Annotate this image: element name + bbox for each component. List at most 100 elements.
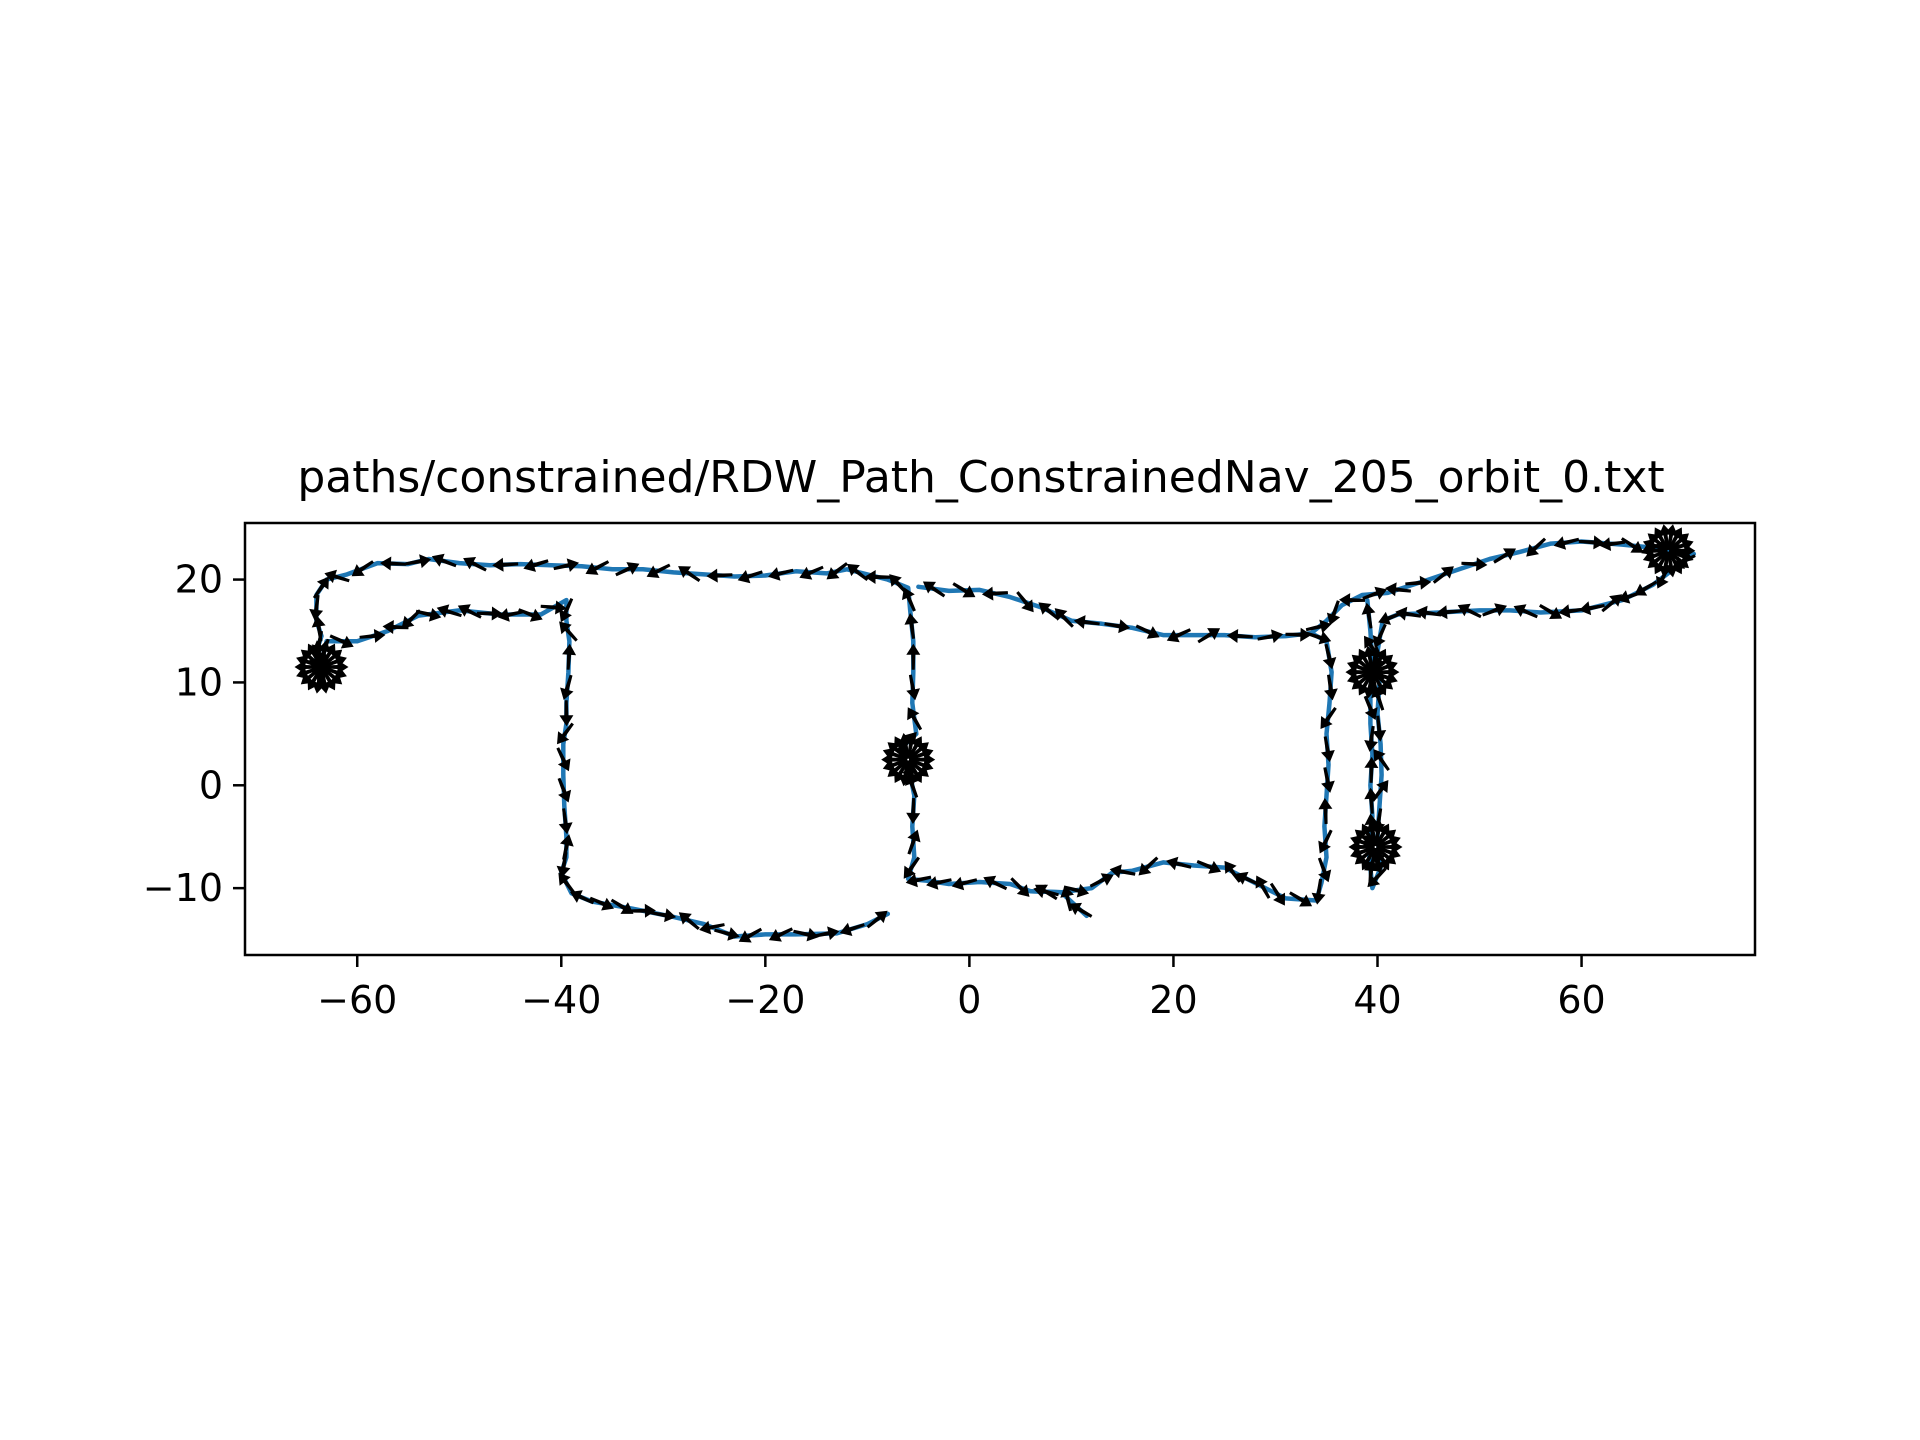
heading-arrow-258 bbox=[1664, 524, 1678, 550]
heading-arrow-50 bbox=[359, 629, 386, 643]
heading-arrow-74 bbox=[610, 898, 634, 914]
x-tick-label: 40 bbox=[1353, 978, 1401, 1022]
heading-arrow-79 bbox=[714, 927, 740, 941]
heading-arrow-85 bbox=[866, 910, 888, 929]
heading-arrow-259 bbox=[1667, 527, 1683, 551]
heading-arrow-165 bbox=[1364, 787, 1379, 814]
heading-arrow-57 bbox=[497, 608, 524, 622]
heading-arrow-22 bbox=[846, 563, 869, 581]
y-tick-label: 0 bbox=[199, 763, 223, 807]
heading-arrow-127 bbox=[1405, 575, 1432, 590]
heading-arrow-218 bbox=[1347, 660, 1372, 674]
y-axis: −10 0 10 20 bbox=[143, 558, 245, 910]
heading-arrow-53 bbox=[415, 608, 442, 622]
heading-arrow-33 bbox=[523, 558, 549, 572]
heading-arrow-214 bbox=[1358, 672, 1374, 696]
heading-arrow-148 bbox=[1457, 603, 1482, 619]
heading-arrow-192 bbox=[908, 759, 929, 777]
heading-arrow-124 bbox=[1339, 593, 1365, 608]
heading-arrow-111 bbox=[1269, 882, 1285, 906]
heading-arrow-0 bbox=[1069, 902, 1093, 918]
heading-arrow-35 bbox=[463, 557, 487, 572]
heading-arrow-110 bbox=[1289, 891, 1313, 907]
heading-arrow-197 bbox=[887, 759, 909, 777]
heading-arrow-18 bbox=[904, 613, 919, 639]
heading-arrow-210 bbox=[1372, 671, 1394, 690]
heading-arrow-58 bbox=[518, 608, 543, 622]
heading-arrow-89 bbox=[1016, 591, 1034, 613]
y-tick-label: 10 bbox=[175, 660, 223, 704]
heading-arrow-187 bbox=[320, 643, 336, 667]
heading-arrow-132 bbox=[1553, 536, 1580, 550]
heading-arrow-75 bbox=[629, 903, 656, 918]
heading-arrow-60 bbox=[559, 598, 574, 623]
heading-arrow-166 bbox=[1364, 756, 1379, 783]
heading-arrow-39 bbox=[351, 560, 374, 577]
heading-arrow-134 bbox=[1599, 537, 1626, 551]
heading-arrow-15 bbox=[907, 707, 923, 731]
heading-arrow-120 bbox=[1063, 883, 1090, 898]
heading-arrow-261 bbox=[1668, 538, 1694, 552]
heading-arrow-204 bbox=[904, 733, 918, 759]
heading-arrow-118 bbox=[1109, 864, 1136, 879]
heading-arrow-56 bbox=[476, 606, 503, 621]
heading-arrow-151 bbox=[1395, 606, 1422, 621]
heading-arrow-54 bbox=[436, 604, 462, 618]
heading-arrow-191 bbox=[908, 758, 934, 772]
heading-arrow-106 bbox=[1318, 798, 1333, 825]
heading-arrow-64 bbox=[559, 700, 574, 727]
heading-arrow-81 bbox=[768, 927, 793, 942]
heading-arrow-76 bbox=[650, 908, 677, 923]
heading-arrow-6 bbox=[926, 876, 952, 890]
heading-arrow-55 bbox=[457, 604, 482, 619]
heading-arrow-189 bbox=[321, 654, 347, 669]
x-tick-label: 20 bbox=[1149, 978, 1197, 1022]
heading-arrow-153 bbox=[1372, 623, 1387, 648]
heading-arrow-98 bbox=[1257, 629, 1284, 644]
heading-arrow-209 bbox=[1372, 671, 1398, 685]
heading-arrow-97 bbox=[1226, 629, 1253, 643]
x-tick-label: −40 bbox=[521, 978, 601, 1022]
heading-arrow-112 bbox=[1255, 875, 1271, 899]
heading-arrow-40 bbox=[324, 569, 350, 584]
heading-arrow-242 bbox=[1375, 829, 1397, 848]
heading-arrow-223 bbox=[1371, 648, 1387, 672]
heading-arrow-232 bbox=[1361, 847, 1377, 871]
plot-area bbox=[294, 524, 1697, 943]
heading-arrow-94 bbox=[1135, 624, 1160, 639]
heading-arrow-207 bbox=[908, 747, 934, 761]
heading-arrow-5 bbox=[951, 876, 978, 891]
heading-arrow-146 bbox=[1513, 604, 1538, 619]
heading-arrow-78 bbox=[699, 920, 725, 935]
heading-arrow-250 bbox=[1654, 550, 1670, 575]
chart-title: paths/constrained/RDW_Path_ConstrainedNa… bbox=[297, 452, 1664, 503]
heading-arrow-26 bbox=[737, 570, 763, 584]
heading-arrow-31 bbox=[585, 560, 610, 575]
heading-arrow-233 bbox=[1354, 846, 1376, 865]
heading-arrow-121 bbox=[1035, 884, 1058, 901]
heading-arrow-70 bbox=[556, 851, 571, 878]
heading-arrow-143 bbox=[1579, 601, 1605, 616]
heading-arrow-123 bbox=[1326, 600, 1341, 626]
heading-arrow-90 bbox=[1038, 602, 1060, 621]
heading-arrow-4 bbox=[983, 875, 1008, 891]
heading-arrow-161 bbox=[1367, 867, 1387, 888]
heading-arrow-84 bbox=[839, 922, 865, 936]
heading-arrow-152 bbox=[1378, 611, 1403, 625]
heading-arrow-29 bbox=[646, 563, 671, 578]
heading-arrow-130 bbox=[1493, 548, 1516, 564]
heading-arrow-71 bbox=[558, 872, 576, 895]
heading-arrow-101 bbox=[1322, 643, 1337, 670]
heading-arrow-125 bbox=[1362, 586, 1388, 600]
y-tick-label: 20 bbox=[175, 558, 223, 602]
heading-arrow-63 bbox=[560, 674, 574, 700]
heading-arrow-23 bbox=[826, 562, 848, 580]
heading-arrow-116 bbox=[1166, 856, 1192, 871]
heading-arrow-21 bbox=[864, 570, 891, 584]
heading-arrow-225 bbox=[1372, 660, 1398, 674]
heading-arrow-174 bbox=[321, 666, 343, 685]
x-tick-label: −60 bbox=[317, 978, 397, 1022]
heading-arrow-9 bbox=[907, 829, 921, 855]
heading-arrow-109 bbox=[1311, 878, 1326, 905]
heading-arrow-224 bbox=[1372, 654, 1394, 673]
